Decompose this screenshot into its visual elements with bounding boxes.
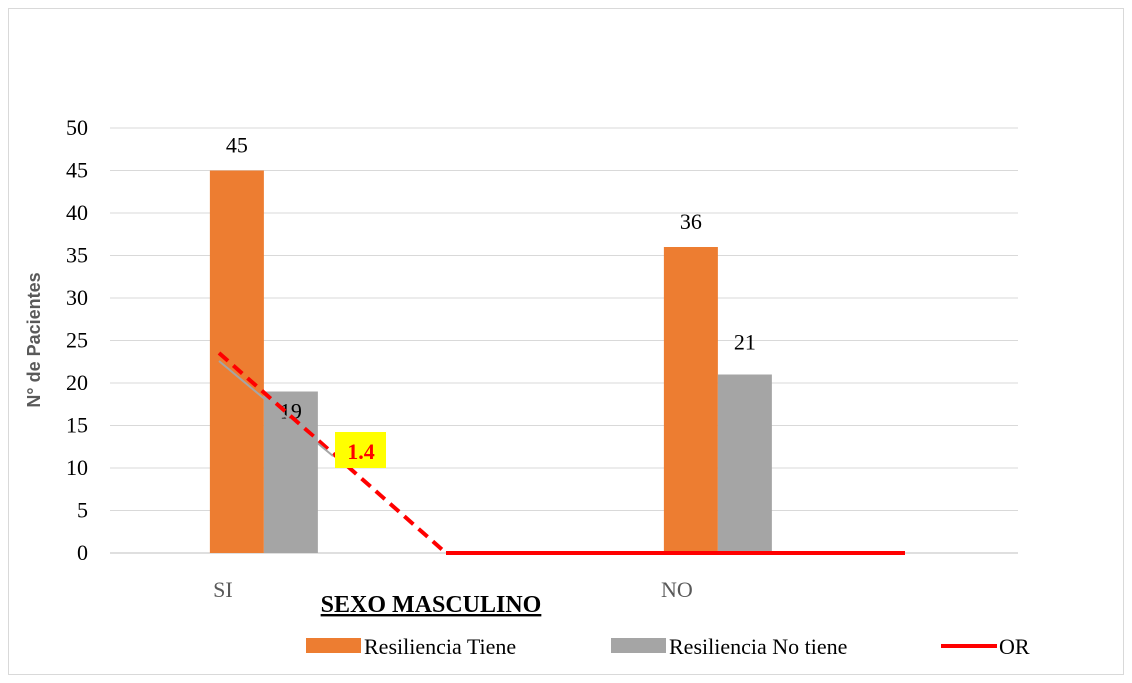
y-tick-label: 5 [77, 498, 88, 523]
y-axis-ticks: 0 5 10 15 20 25 30 35 40 45 50 [66, 115, 88, 565]
y-tick-label: 25 [66, 328, 88, 353]
chart-frame [8, 8, 1124, 675]
y-tick-label: 20 [66, 370, 88, 395]
or-value-label: 1.4 [347, 439, 375, 464]
legend-swatch [306, 638, 361, 653]
or-value-highlight [335, 432, 386, 468]
or-line: 1.4 [217, 351, 905, 555]
bars [209, 170, 772, 553]
y-axis-label: N° de Pacientes [24, 272, 44, 407]
bar [209, 170, 264, 553]
x-tick-label: NO [661, 577, 693, 602]
legend-swatch [611, 638, 666, 653]
y-tick-label: 50 [66, 115, 88, 140]
bar [663, 247, 718, 553]
or-line-dashed [217, 351, 448, 555]
legend-label: Resiliencia No tiene [669, 634, 847, 659]
legend: Resiliencia Tiene Resiliencia No tiene OR [306, 634, 1030, 659]
y-tick-label: 10 [66, 455, 88, 480]
x-tick-label: SI [213, 577, 233, 602]
y-tick-label: 35 [66, 243, 88, 268]
x-axis-title: SEXO MASCULINO [321, 592, 542, 618]
bar [717, 374, 772, 553]
x-axis-categories: SI NO [213, 577, 693, 602]
or-line-shadow [218, 360, 334, 457]
y-tick-label: 40 [66, 200, 88, 225]
y-tick-label: 30 [66, 285, 88, 310]
y-tick-label: 0 [77, 540, 88, 565]
legend-label: OR [999, 634, 1030, 659]
data-label: 45 [226, 133, 248, 158]
legend-label: Resiliencia Tiene [364, 634, 516, 659]
y-tick-label: 45 [66, 158, 88, 183]
y-tick-label: 15 [66, 413, 88, 438]
data-label: 36 [680, 209, 702, 234]
data-label: 21 [734, 330, 756, 355]
